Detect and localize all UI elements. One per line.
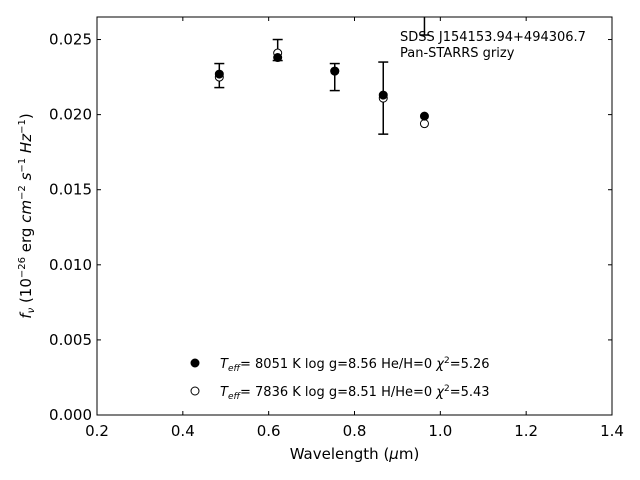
object-name: SDSS J154153.94+494306.7 [400, 30, 586, 45]
y-axis: 0.000 0.005 0.010 0.015 0.020 0.025 [49, 31, 612, 424]
x-tick-label: 0.6 [257, 422, 281, 440]
filled-point [378, 90, 388, 100]
legend-filled-marker [190, 358, 200, 368]
filled-point [419, 111, 429, 121]
y-tick-label: 0.015 [49, 181, 92, 199]
open-point [419, 119, 429, 129]
series-open-circles [214, 48, 429, 129]
series-filled-circles [214, 53, 429, 121]
x-tick-label: 1.4 [600, 422, 624, 440]
y-tick-label: 0.005 [49, 331, 92, 349]
x-tick-label: 0.2 [85, 422, 109, 440]
legend: Teff= 8051 K log g=8.56 He/H=0 χ2=5.26 Te… [190, 356, 490, 402]
error-bars [214, 17, 430, 135]
x-axis: 0.2 0.4 0.6 0.8 1.0 1.2 1.4 [85, 17, 624, 440]
filled-point [330, 66, 340, 76]
legend-entry: Teff= 8051 K log g=8.56 He/H=0 χ2=5.26 [220, 356, 490, 374]
y-tick-label: 0.010 [49, 256, 92, 274]
plot-area [214, 17, 430, 135]
filled-point [273, 53, 283, 63]
y-tick-label: 0.000 [49, 406, 92, 424]
x-tick-label: 1.0 [428, 422, 452, 440]
x-tick-label: 0.8 [343, 422, 367, 440]
survey-name: Pan-STARRS grizy [400, 46, 515, 61]
x-tick-label: 0.4 [171, 422, 195, 440]
legend-open-marker [190, 386, 200, 396]
y-axis-label: fν (10−26 erg cm−2 s−1 Hz−1) [17, 113, 37, 318]
y-tick-label: 0.025 [49, 31, 92, 49]
legend-entry: Teff= 7836 K log g=8.51 H/He=0 χ2=5.43 [220, 384, 490, 402]
y-tick-label: 0.020 [49, 106, 92, 124]
x-tick-label: 1.2 [514, 422, 538, 440]
axes-frame [96, 16, 613, 416]
filled-point [214, 69, 224, 79]
x-axis-label: Wavelength (μm) [290, 445, 420, 463]
